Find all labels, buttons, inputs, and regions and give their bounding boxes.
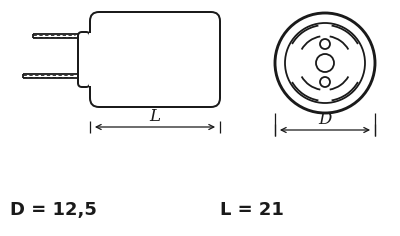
Circle shape [316,54,334,72]
Circle shape [320,39,330,49]
Text: L = 21: L = 21 [220,201,284,219]
Circle shape [275,13,375,113]
Text: D = 12,5: D = 12,5 [10,201,97,219]
FancyBboxPatch shape [90,12,220,107]
Text: D: D [318,111,332,128]
FancyBboxPatch shape [89,33,95,86]
Circle shape [285,23,365,103]
Circle shape [320,77,330,87]
Text: L: L [150,108,160,125]
FancyBboxPatch shape [78,32,90,87]
